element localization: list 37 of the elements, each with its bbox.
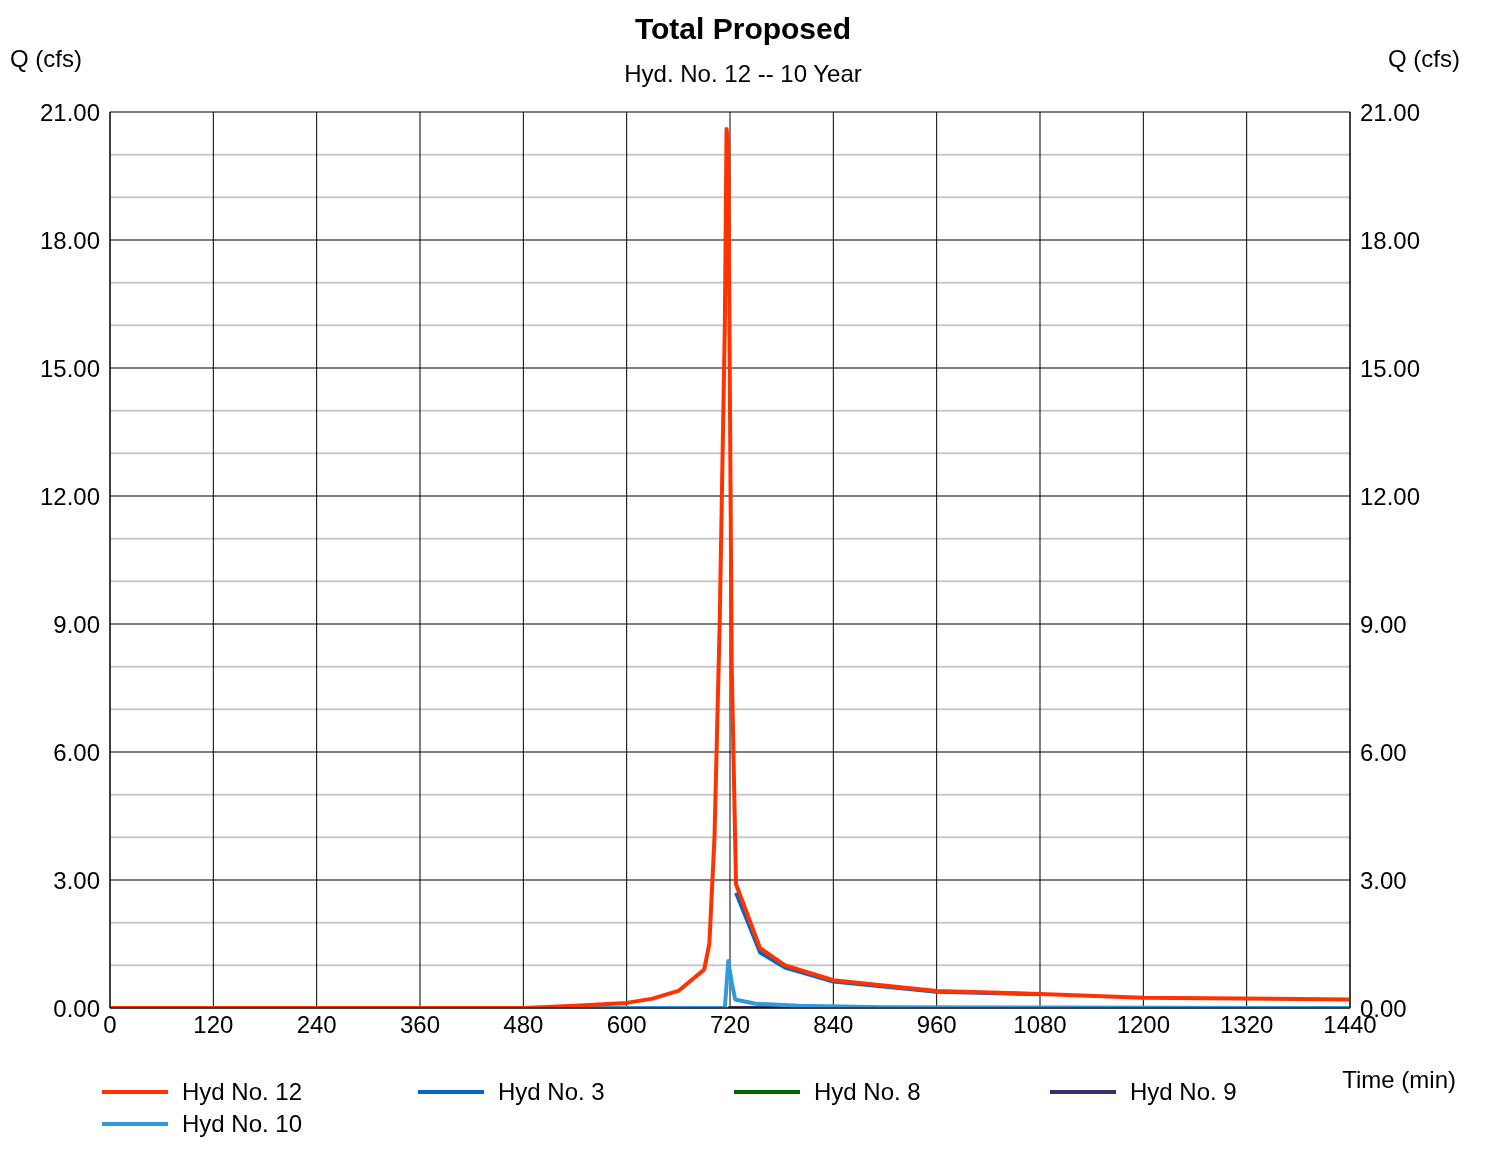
y2-tick-label: 12.00 [1360, 482, 1421, 510]
legend-label: Hyd No. 8 [814, 1078, 921, 1106]
y-tick-label: 12.00 [39, 482, 100, 510]
y2-tick-label: 18.00 [1360, 226, 1421, 254]
y-tick-label: 6.00 [53, 738, 100, 766]
x-tick-label: 720 [709, 1011, 751, 1039]
x-tick-label: 960 [916, 1011, 957, 1039]
legend-label: Hyd No. 3 [498, 1078, 605, 1106]
y2-tick-label: 6.00 [1360, 738, 1407, 766]
y-tick-label: 15.00 [39, 354, 100, 382]
chart-title: Total Proposed [633, 12, 853, 46]
x-axis-title: Time (min) [1342, 1066, 1456, 1094]
y2-tick-label: 3.00 [1360, 866, 1407, 894]
x-tick-label: 1080 [1013, 1011, 1067, 1039]
x-tick-label: 120 [193, 1011, 234, 1039]
y-tick-label: 21.00 [39, 98, 100, 126]
x-tick-label: 840 [813, 1011, 854, 1039]
y-tick-label: 9.00 [53, 610, 100, 638]
x-tick-label: 0 [103, 1011, 117, 1039]
y-axis-title: Q (cfs) [10, 45, 82, 73]
chart-subtitle: Hyd. No. 12 -- 10 Year [624, 60, 862, 87]
legend-label: Hyd No. 10 [182, 1110, 303, 1138]
y2-tick-label: 21.00 [1360, 98, 1421, 126]
y2-tick-label: 9.00 [1360, 610, 1407, 638]
x-tick-label: 240 [296, 1011, 337, 1039]
x-tick-label: 360 [399, 1011, 441, 1039]
y2-tick-label: 15.00 [1360, 354, 1421, 382]
x-tick-label: 600 [606, 1011, 647, 1039]
legend-label: Hyd No. 9 [1130, 1078, 1237, 1106]
y-tick-label: 0.00 [53, 994, 100, 1022]
x-tick-label: 1200 [1116, 1011, 1171, 1039]
y2-axis-title: Q (cfs) [1388, 45, 1460, 73]
legend-label: Hyd No. 12 [182, 1078, 303, 1106]
y-tick-label: 18.00 [39, 226, 100, 254]
x-tick-label: 480 [503, 1011, 544, 1039]
x-tick-label: 1320 [1219, 1011, 1274, 1039]
y-tick-label: 3.00 [53, 866, 100, 894]
